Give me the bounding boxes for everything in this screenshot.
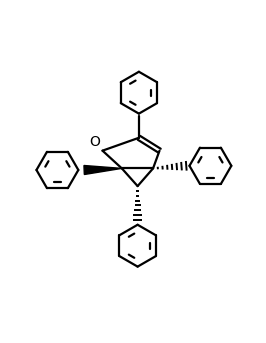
Polygon shape	[84, 165, 122, 175]
Text: O: O	[90, 135, 101, 149]
